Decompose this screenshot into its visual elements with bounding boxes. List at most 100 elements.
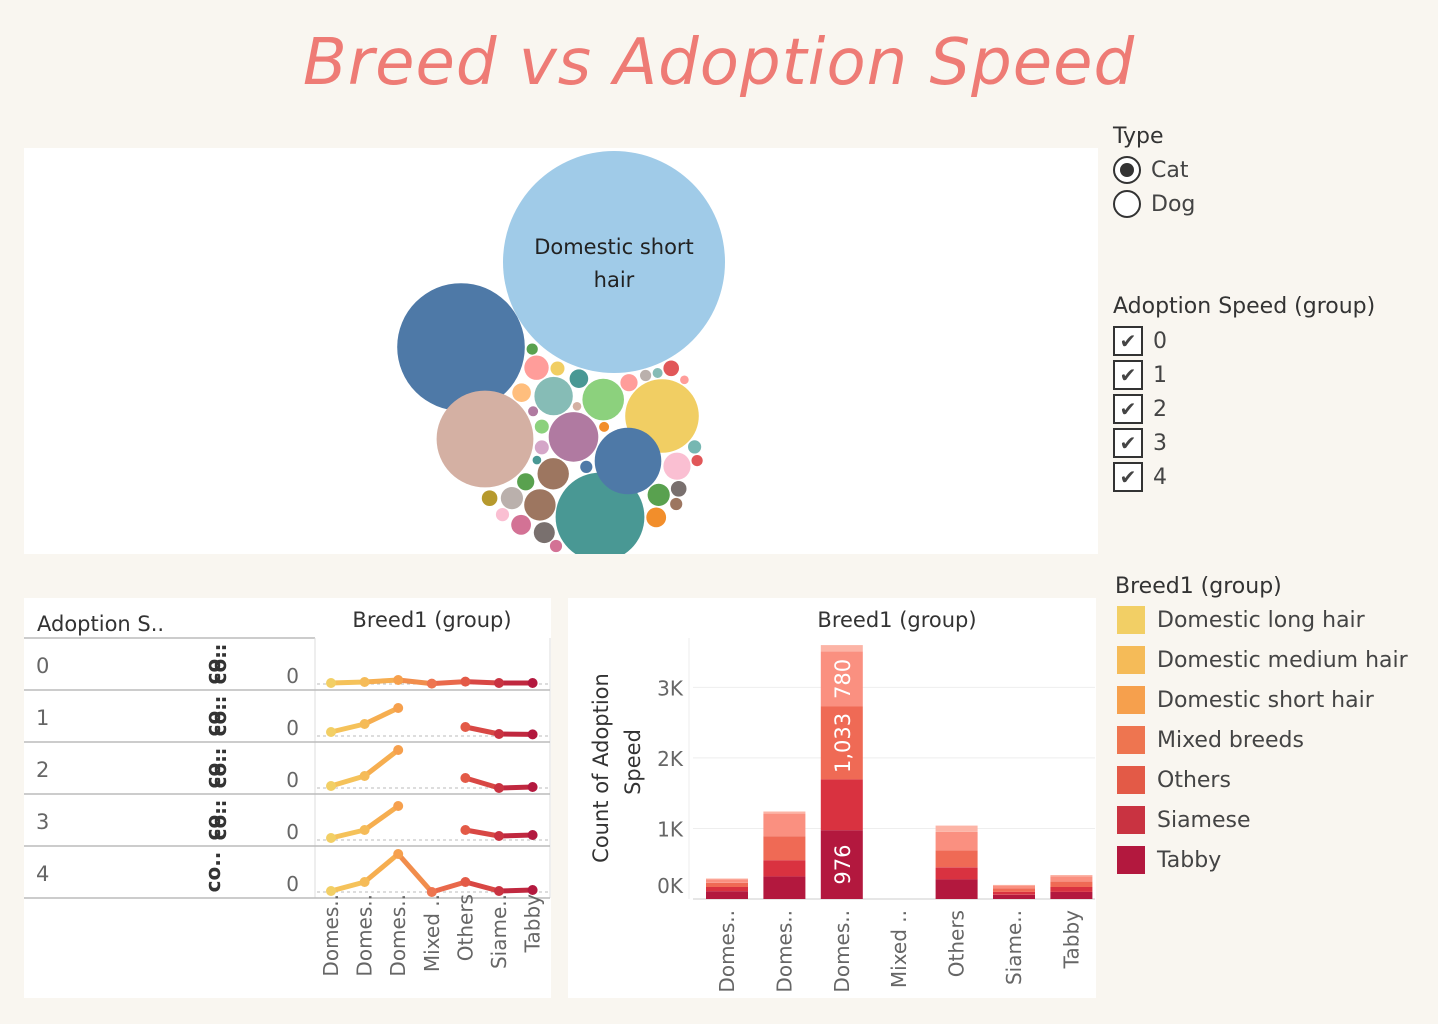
line-point[interactable] bbox=[527, 830, 538, 840]
line-point[interactable] bbox=[527, 678, 538, 688]
checkbox-checked-icon[interactable]: ✔ bbox=[1113, 360, 1143, 390]
line-point[interactable] bbox=[359, 825, 370, 835]
bubble[interactable] bbox=[550, 361, 565, 376]
bubble[interactable] bbox=[680, 375, 689, 385]
line-point[interactable] bbox=[527, 782, 538, 792]
radio-selected-icon[interactable] bbox=[1113, 156, 1141, 184]
line-point[interactable] bbox=[326, 678, 336, 688]
bar-segment[interactable] bbox=[935, 879, 978, 899]
bubble[interactable] bbox=[500, 487, 523, 510]
bar-segment[interactable] bbox=[1050, 881, 1093, 887]
bar-segment[interactable] bbox=[706, 887, 748, 892]
speed-option-1[interactable]: ✔ 1 bbox=[1113, 360, 1167, 390]
bar-segment[interactable] bbox=[1050, 876, 1093, 882]
line-point[interactable] bbox=[460, 825, 471, 835]
bubble[interactable] bbox=[534, 440, 549, 455]
line-point[interactable] bbox=[326, 833, 336, 843]
bubble[interactable] bbox=[436, 390, 534, 488]
bubble[interactable] bbox=[511, 514, 531, 535]
bubble[interactable] bbox=[691, 455, 703, 467]
bubble[interactable] bbox=[537, 458, 569, 490]
legend-item[interactable]: Domestic long hair bbox=[1117, 606, 1365, 634]
bubble[interactable] bbox=[503, 151, 725, 373]
bubble[interactable] bbox=[526, 343, 538, 355]
bubble[interactable] bbox=[646, 507, 667, 528]
line-point[interactable] bbox=[326, 781, 336, 791]
bar-segment[interactable] bbox=[820, 706, 863, 780]
bubble[interactable] bbox=[688, 440, 702, 454]
bar-segment[interactable] bbox=[1050, 891, 1093, 899]
bar-segment[interactable] bbox=[993, 888, 1035, 892]
speed-option-4[interactable]: ✔ 4 bbox=[1113, 462, 1167, 492]
bubble[interactable] bbox=[580, 460, 593, 473]
bubble[interactable] bbox=[599, 421, 610, 432]
bubble[interactable] bbox=[594, 427, 662, 495]
line-point[interactable] bbox=[460, 676, 471, 687]
line-point[interactable] bbox=[460, 877, 471, 887]
bar-segment[interactable] bbox=[993, 891, 1035, 895]
line-point[interactable] bbox=[527, 729, 538, 740]
bubble[interactable] bbox=[647, 483, 670, 506]
bar-segment[interactable] bbox=[706, 882, 748, 887]
bar-segment[interactable] bbox=[935, 825, 978, 832]
bubble[interactable] bbox=[534, 419, 549, 434]
line-point[interactable] bbox=[494, 783, 504, 793]
bubble[interactable] bbox=[670, 497, 683, 511]
line-point[interactable] bbox=[359, 677, 370, 687]
checkbox-checked-icon[interactable]: ✔ bbox=[1113, 462, 1143, 492]
bar-segment[interactable] bbox=[1050, 875, 1093, 877]
legend-item[interactable]: Domestic short hair bbox=[1117, 686, 1374, 714]
bar-segment[interactable] bbox=[993, 884, 1035, 886]
legend-item[interactable]: Mixed breeds bbox=[1117, 726, 1304, 754]
bubble[interactable] bbox=[524, 489, 556, 521]
bubble[interactable] bbox=[582, 378, 624, 421]
bar-segment[interactable] bbox=[820, 651, 863, 707]
bubble[interactable] bbox=[620, 374, 638, 392]
bubble[interactable] bbox=[528, 406, 539, 417]
bar-segment[interactable] bbox=[993, 885, 1035, 889]
bubble[interactable] bbox=[663, 452, 691, 480]
bar-segment[interactable] bbox=[763, 860, 806, 877]
bar-segment[interactable] bbox=[935, 850, 978, 868]
line-point[interactable] bbox=[359, 877, 370, 887]
line-point[interactable] bbox=[393, 745, 404, 755]
speed-option-0[interactable]: ✔ 0 bbox=[1113, 326, 1167, 356]
legend-item[interactable]: Domestic medium hair bbox=[1117, 646, 1408, 674]
line-point[interactable] bbox=[393, 801, 404, 811]
bubble[interactable] bbox=[512, 383, 531, 402]
bubble[interactable] bbox=[534, 376, 573, 416]
line-point[interactable] bbox=[359, 771, 370, 781]
legend-item[interactable]: Siamese bbox=[1117, 806, 1251, 834]
line-point[interactable] bbox=[359, 719, 370, 729]
bubble[interactable] bbox=[397, 283, 525, 411]
bar-segment[interactable] bbox=[935, 832, 978, 851]
line-point[interactable] bbox=[494, 831, 504, 841]
bar-segment[interactable] bbox=[706, 891, 748, 899]
legend-item[interactable]: Tabby bbox=[1117, 846, 1221, 874]
bar-segment[interactable] bbox=[820, 779, 863, 831]
line-point[interactable] bbox=[393, 849, 404, 859]
line-point[interactable] bbox=[393, 675, 404, 685]
bubble[interactable] bbox=[670, 481, 687, 497]
line-point[interactable] bbox=[494, 678, 504, 688]
bubble[interactable] bbox=[524, 355, 549, 380]
line-point[interactable] bbox=[426, 887, 437, 897]
line-point[interactable] bbox=[426, 678, 437, 689]
speed-option-3[interactable]: ✔ 3 bbox=[1113, 428, 1167, 458]
bubble[interactable] bbox=[532, 455, 542, 465]
bubble[interactable] bbox=[652, 368, 663, 378]
checkbox-checked-icon[interactable]: ✔ bbox=[1113, 428, 1143, 458]
bubble[interactable] bbox=[495, 508, 510, 522]
bar-segment[interactable] bbox=[763, 813, 806, 837]
bubble[interactable] bbox=[572, 402, 582, 411]
line-point[interactable] bbox=[393, 703, 404, 713]
bar-segment[interactable] bbox=[706, 878, 748, 880]
line-point[interactable] bbox=[326, 727, 336, 737]
bar-segment[interactable] bbox=[706, 879, 748, 883]
line-point[interactable] bbox=[460, 722, 471, 732]
line-point[interactable] bbox=[494, 729, 504, 739]
type-option-dog[interactable]: Dog bbox=[1113, 190, 1195, 218]
bar-segment[interactable] bbox=[763, 836, 806, 861]
bubble[interactable] bbox=[548, 412, 599, 462]
bar-segment[interactable] bbox=[993, 894, 1035, 899]
